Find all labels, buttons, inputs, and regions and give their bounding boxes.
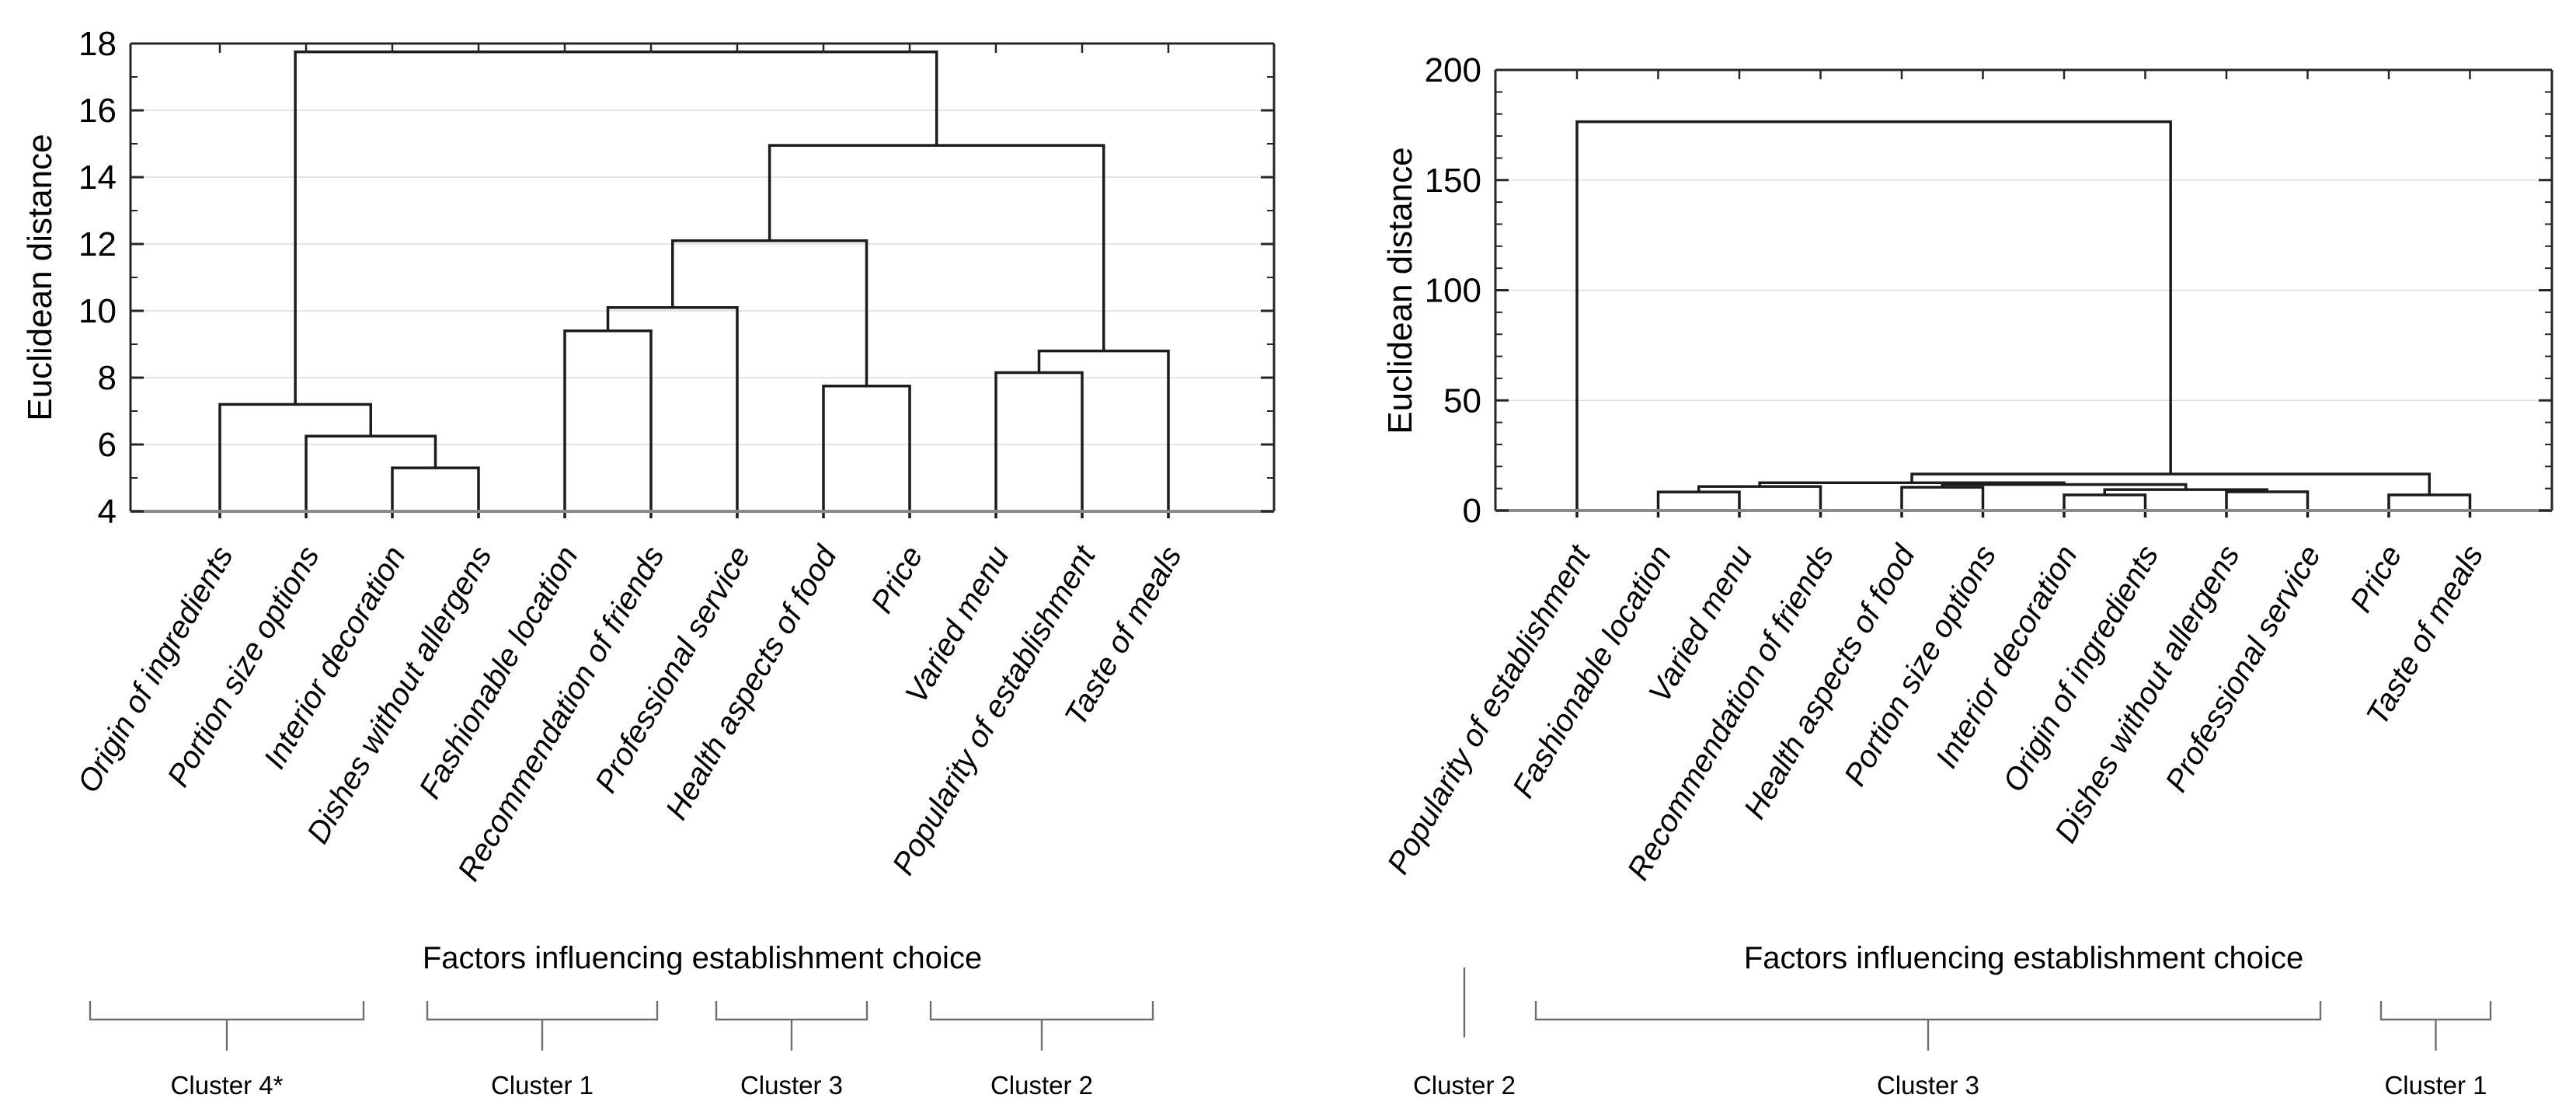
leaf-label: Professional service	[589, 541, 757, 799]
leaf-label: Fashionable location	[1506, 540, 1679, 804]
cluster-label: Cluster 3	[1877, 1071, 1979, 1100]
y-axis-title-left: Euclidean distance	[21, 134, 59, 421]
axis-ticks	[131, 42, 1274, 513]
y-tick-label: 4	[98, 493, 117, 531]
y-tick-label: 200	[1425, 51, 1481, 89]
y-tick-label: 150	[1425, 162, 1481, 200]
x-axis-title-right: Factors influencing establishment choice	[1743, 941, 2304, 975]
y-tick-label: 8	[98, 359, 117, 397]
y-tick-label: 14	[78, 159, 117, 197]
dendrogram-link	[1575, 120, 2172, 518]
axis-ticks	[1495, 68, 2552, 512]
cluster-label: Cluster 2	[1413, 1071, 1516, 1100]
dendrogram-link	[1697, 485, 1822, 518]
x-axis-title-left: Factors influencing establishment choice	[422, 941, 983, 975]
cluster-labels: Cluster 4* Cluster 1 Cluster 3 Cluster 2	[171, 1071, 1093, 1100]
dendrogram-link	[822, 385, 911, 518]
dendrogram-link	[1900, 486, 1985, 518]
dendrogram-link	[2225, 490, 2310, 518]
cluster-bracket	[715, 1001, 869, 1021]
cluster-bracket	[1534, 1001, 2322, 1021]
y-tick-label: 12	[78, 225, 117, 263]
y-tick-label: 0	[1463, 492, 1481, 530]
cluster-bracket	[89, 1001, 365, 1021]
leaf-label: Portion size options	[161, 541, 326, 793]
cluster-label: Cluster 1	[2384, 1071, 2487, 1100]
y-tick-label: 18	[78, 25, 117, 63]
cluster-labels: Cluster 2 Cluster 3 Cluster 1	[1413, 1071, 2487, 1100]
cluster-label: Cluster 2	[990, 1071, 1093, 1100]
y-tick-label: 6	[98, 426, 117, 464]
dendrogram-tree	[218, 51, 1170, 518]
dendrogram-link	[606, 305, 739, 518]
y-axis-title-right: Euclidean distance	[1381, 147, 1419, 434]
y-tick-label: 50	[1443, 382, 1481, 420]
dendrogram-tree	[1575, 120, 2472, 518]
dendrogram-link	[2387, 493, 2472, 518]
dendrogram-link	[768, 144, 1105, 351]
leaf-label: Portion size options	[1838, 540, 2003, 792]
y-tick-label: 10	[78, 292, 117, 330]
leaf-label: Origin of ingredients	[1996, 540, 2165, 798]
dendrogram-link	[1656, 490, 1741, 518]
dendrogram-link	[671, 239, 869, 386]
dendrogram-link	[294, 51, 938, 405]
y-tick-labels: 0 50 100 150 200	[1425, 51, 1481, 530]
leaf-label: Price	[865, 541, 930, 619]
leaf-label: Professional service	[2159, 540, 2327, 798]
y-tick-label: 100	[1425, 272, 1481, 310]
cluster-bracket	[426, 1001, 659, 1021]
leaf-label: Health aspects of food	[660, 539, 844, 825]
leaf-label: Origin of ingredients	[71, 541, 240, 799]
cluster-brackets	[89, 1001, 1154, 1051]
dendrogram-link	[2063, 493, 2147, 518]
leaf-label: Fashionable location	[413, 541, 585, 805]
cluster-label: Cluster 4*	[171, 1071, 284, 1100]
dendrogram-link	[218, 403, 372, 518]
dendrogram-link	[305, 434, 437, 518]
cluster-brackets	[1463, 967, 2492, 1051]
dendrogram-link	[1037, 349, 1170, 518]
cluster-bracket	[2379, 1001, 2492, 1021]
cluster-label: Cluster 1	[491, 1071, 594, 1100]
leaf-label: Price	[2344, 540, 2409, 619]
y-tick-labels: 4 6 8 10 12 14 16 18	[78, 25, 117, 531]
dendrogram-link	[994, 371, 1084, 518]
dendrogram-link	[2103, 488, 2268, 495]
y-tick-label: 16	[78, 92, 117, 130]
cluster-bracket	[929, 1001, 1154, 1021]
gridlines	[1495, 179, 2552, 402]
dendrogram-link	[563, 329, 653, 518]
cluster-label: Cluster 3	[740, 1071, 843, 1100]
